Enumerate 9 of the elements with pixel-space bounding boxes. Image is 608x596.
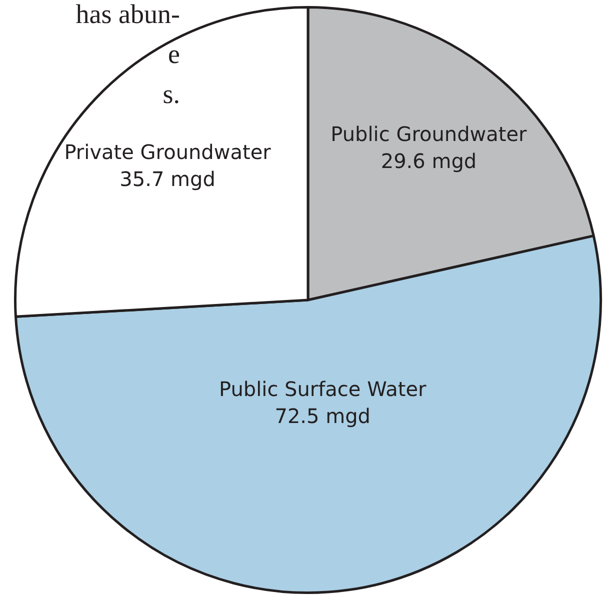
text: e <box>167 38 180 71</box>
data-label: 29.6 mgd <box>380 148 477 173</box>
data-label: 35.7 mgd <box>120 167 216 192</box>
slice-label: Public Groundwater <box>330 122 528 146</box>
slice-label: Private Groundwater <box>64 140 272 164</box>
slice-label: Public Surface Water <box>219 377 427 402</box>
data-label: 72.5 mgd <box>274 404 370 428</box>
text: has abun- <box>74 0 180 31</box>
text: s. <box>162 78 180 111</box>
